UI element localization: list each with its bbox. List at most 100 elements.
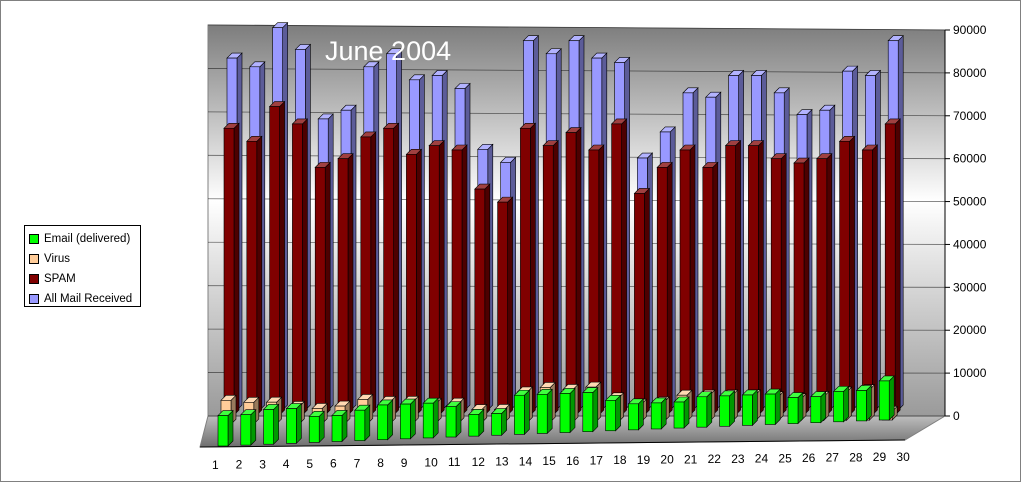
x-tick-label: 11 [448,455,461,469]
y-tick-label: 0 [953,409,960,423]
x-tick-label: 5 [306,457,313,471]
bar-spam-17 [588,144,605,416]
bar-email-delivered--27 [810,390,827,424]
legend-swatch [29,254,39,264]
y-tick-label: 80000 [953,66,987,80]
bar-email-delivered--13 [490,407,508,436]
x-tick-label: 18 [613,453,627,467]
legend-item: All Mail Received [29,289,140,309]
y-tick-label: 30000 [953,280,987,294]
bar-email-delivered--15 [536,388,553,435]
bar-series [217,21,904,447]
bar-spam-11 [451,144,468,416]
bar-spam-25 [770,152,787,416]
bar-spam-27 [816,152,833,416]
bar-email-delivered--21 [673,396,690,429]
x-tick-label: 12 [472,455,486,469]
x-tick-label: 21 [684,452,698,466]
bar-email-delivered--4 [285,402,303,445]
x-tick-label: 1 [212,458,219,472]
x-tick-label: 25 [778,451,792,465]
bar-email-delivered--8 [376,399,394,441]
bar-email-delivered--12 [468,408,485,437]
bar-email-delivered--1 [217,409,234,447]
legend-label: Email (delivered) [44,233,131,245]
y-tick-label: 50000 [953,195,987,209]
legend-label: All Mail Received [44,293,133,305]
bar-spam-20 [656,161,673,416]
x-tick-label: 9 [401,456,408,470]
legend-label: Virus [44,253,70,265]
bar-spam-6 [337,152,354,416]
x-tick-label: 28 [849,450,863,464]
gridline [207,24,946,31]
x-tick-label: 7 [354,456,361,470]
x-tick-label: 20 [660,453,674,467]
x-tick-label: 16 [566,454,580,468]
bar-spam-8 [382,122,400,416]
bar-spam-10 [428,139,445,416]
bar-email-delivered--24 [741,389,759,427]
chart-title: June 2004 [325,36,451,66]
legend-item: SPAM [29,269,140,289]
legend-label: SPAM [44,273,76,285]
x-tick-label: 6 [330,457,337,471]
bar-spam-15 [542,139,559,416]
bar-spam-5 [314,161,331,416]
bar-email-delivered--14 [513,389,531,436]
x-tick-label: 24 [755,452,769,466]
bar-email-delivered--26 [787,391,804,425]
y-tick-label: 70000 [953,109,987,123]
bar-email-delivered--30 [878,375,895,421]
x-tick-label: 4 [283,457,290,471]
bar-spam-29 [861,144,879,416]
bar-spam-7 [360,131,377,416]
bar-email-delivered--2 [240,408,257,446]
bar-email-delivered--20 [650,397,667,430]
bar-spam-9 [405,148,423,416]
bar-spam-23 [724,139,742,416]
bar-email-delivered--5 [308,410,325,444]
x-axis [199,439,906,448]
bar-spam-21 [679,144,696,416]
bar-spam-1 [223,122,240,416]
legend: Email (delivered) Virus SPAM All Mail Recei… [24,225,141,307]
legend-item: Virus [29,249,140,269]
x-tick-label: 29 [873,450,887,464]
bar-email-delivered--18 [604,394,622,432]
x-tick-label: 8 [377,456,384,470]
bar-spam-22 [702,161,719,416]
axes: 0 10000 20000 30000 40000 50000 60000 70000 8000… [199,23,987,472]
y-tick-label: 90000 [953,23,987,37]
legend-item: Email (delivered) [29,229,140,249]
bar-spam-26 [793,157,810,416]
bar-email-delivered--6 [331,409,348,443]
bar-email-delivered--19 [627,398,645,431]
bar-spam-30 [884,118,901,416]
legend-swatch [29,234,39,244]
legend-swatch [29,294,39,304]
x-tick-label: 17 [590,454,604,468]
bar-email-delivered--16 [559,387,576,434]
bar-email-delivered--29 [855,384,873,422]
y-tick-label: 40000 [953,237,987,251]
x-tick-label: 15 [542,454,556,468]
bar-email-delivered--22 [696,391,713,428]
y-tick-label: 20000 [953,323,987,337]
bar-spam-2 [246,135,263,416]
bar-spam-4 [291,118,309,416]
bar-email-delivered--3 [262,403,280,445]
bar-email-delivered--17 [582,386,599,433]
x-tick-label: 14 [519,454,533,468]
bar-spam-18 [610,118,628,416]
bar-spam-12 [474,183,491,416]
x-tick-label: 2 [236,458,243,472]
bar-email-delivered--11 [445,400,462,438]
bar-email-delivered--28 [832,385,850,423]
bar-spam-28 [838,135,856,416]
bar-email-delivered--10 [422,397,439,439]
bar-spam-19 [633,187,651,416]
bar-spam-16 [565,126,582,416]
x-tick-label: 10 [424,455,438,469]
